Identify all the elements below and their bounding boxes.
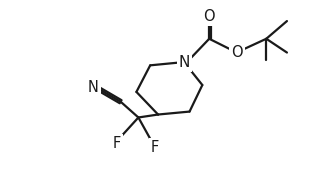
Text: O: O <box>231 45 243 60</box>
Text: O: O <box>203 9 215 24</box>
Text: N: N <box>179 55 190 70</box>
Text: N: N <box>88 80 98 95</box>
Text: F: F <box>151 141 159 155</box>
Text: F: F <box>113 136 121 150</box>
